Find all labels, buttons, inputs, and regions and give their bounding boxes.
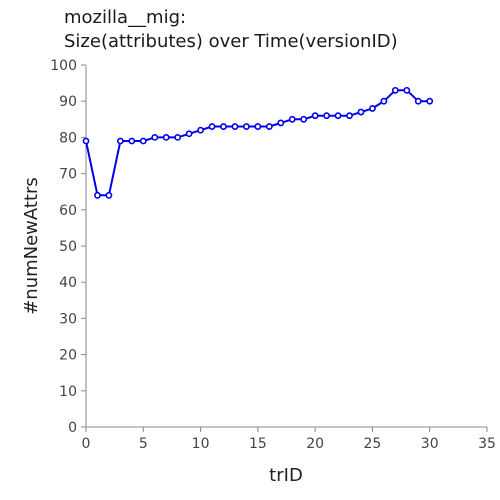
x-tick-label: 25 [364,436,382,452]
y-tick-label: 0 [68,420,77,436]
series-layer [82,86,434,199]
data-point [162,133,170,141]
data-point [208,123,216,130]
y-tick-label: 60 [59,203,77,219]
y-tick-label: 100 [50,58,77,74]
y-tick-label: 30 [59,311,77,327]
data-point [357,108,365,116]
data-point [231,123,239,130]
x-tick-label: 30 [421,436,439,452]
y-tick-label: 70 [59,167,77,183]
data-point [346,112,353,120]
data-point [369,105,376,112]
data-point [82,137,90,145]
y-tick-label: 90 [59,94,77,110]
data-point [414,97,422,105]
y-tick-label: 40 [59,275,77,291]
chart-title-line1: mozilla__mig: [64,7,187,28]
data-point [323,112,330,120]
series-line [85,89,430,197]
data-point [139,137,147,145]
x-tick-label: 0 [82,436,91,452]
y-tick-label: 10 [59,384,77,400]
data-point [116,137,124,145]
data-point [311,112,319,120]
data-point [94,191,101,199]
data-point [185,130,193,138]
data-point [426,97,434,105]
data-point [265,123,273,130]
chart-title: mozilla__mig: Size(attributes) over Time… [64,6,398,54]
data-point [254,123,262,130]
x-tick-label: 35 [478,436,496,452]
x-tick-label: 15 [249,436,267,452]
x-tick-label: 5 [139,436,148,452]
chart-title-line2: Size(attributes) over Time(versionID) [64,31,398,52]
y-tick-label: 80 [59,130,77,146]
data-point [174,133,182,141]
tick-marks: 0 5 10 15 20 25 30 35 0 10 20 30 40 50 60 70 80 90 100 [50,58,496,452]
data-point [277,119,285,127]
data-point [288,115,296,123]
data-point [380,97,388,105]
y-tick-label: 20 [59,348,77,364]
data-point [391,86,399,94]
data-point [242,123,250,130]
x-tick-label: 10 [192,436,210,452]
x-tick-label: 20 [306,436,324,452]
data-point [403,86,411,94]
y-axis-label: #numNewAttrs [21,177,42,315]
x-axis-label: trID [269,465,303,486]
axes [85,65,487,428]
data-point [105,191,113,199]
data-point [197,126,204,134]
y-tick-label: 50 [59,239,77,255]
data-point [151,133,159,141]
data-point [128,137,136,145]
data-point [220,123,227,130]
data-point [300,115,308,123]
data-point [334,112,342,120]
